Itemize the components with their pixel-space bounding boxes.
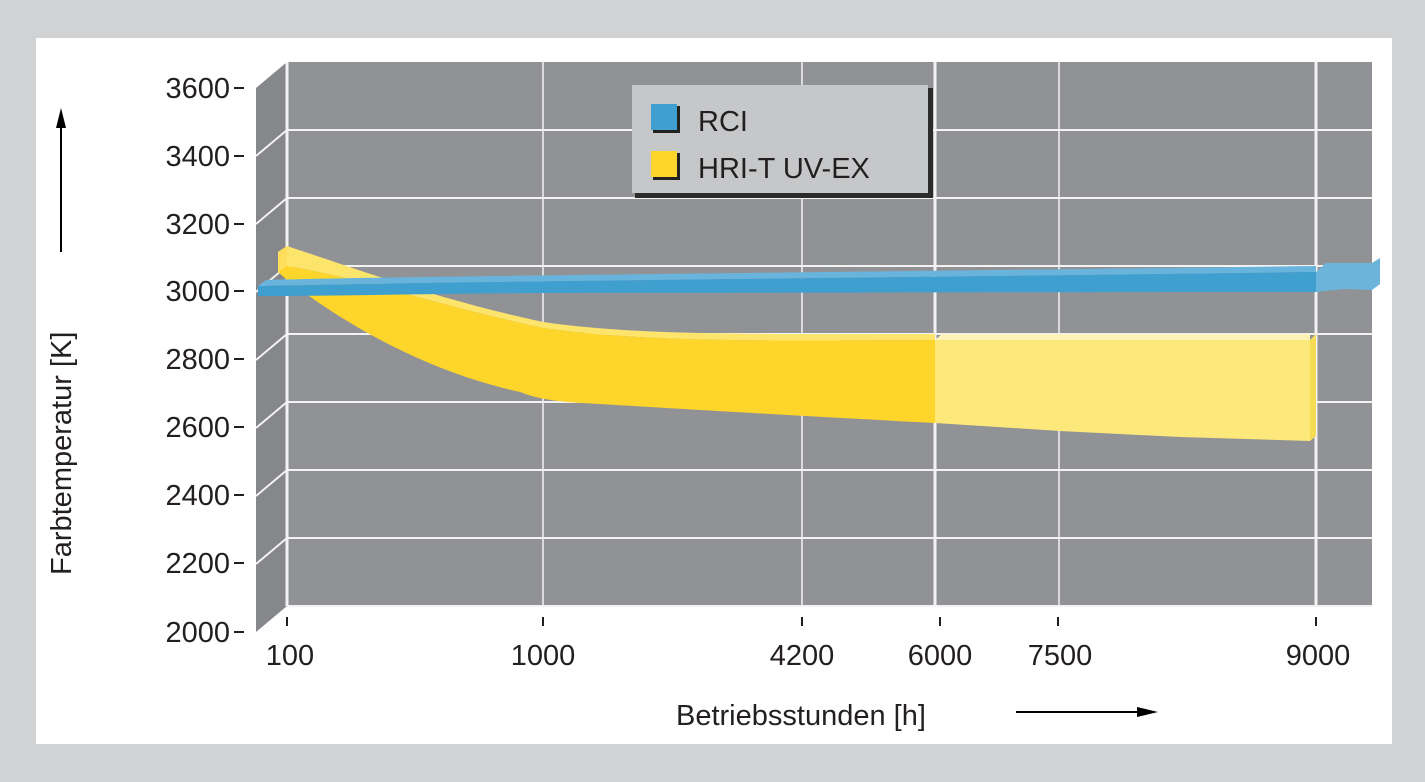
y-tick-label: 2400 [165, 480, 230, 512]
x-tick-label: 9000 [1286, 640, 1351, 672]
series-rci [258, 258, 1380, 296]
y-tick-label: 3200 [165, 209, 230, 241]
legend-label-rci: RCI [698, 106, 748, 138]
y-tick-marks [234, 87, 244, 633]
legend: RCI HRI-T UV-EX [632, 85, 933, 198]
legend-item-rci: RCI [651, 104, 748, 138]
x-axis: 100 1000 4200 6000 7500 9000 [266, 617, 1350, 672]
y-axis-title-group: Farbtemperatur [K] [46, 108, 78, 575]
x-tick-label: 100 [266, 640, 314, 672]
x-tick-label: 4200 [770, 640, 835, 672]
x-tick-label: 7500 [1028, 640, 1093, 672]
y-axis: 3600 3400 3200 3000 2800 2600 2400 2200 … [165, 73, 244, 649]
series-hri-t-uv-ex [278, 246, 1316, 441]
x-tick-label: 6000 [908, 640, 973, 672]
y-tick-label: 3400 [165, 141, 230, 173]
x-tick-label: 1000 [511, 640, 576, 672]
legend-label-hri-t-uv-ex: HRI-T UV-EX [698, 153, 870, 185]
y-axis-title: Farbtemperatur [K] [46, 332, 78, 575]
x-axis-title: Betriebsstunden [h] [676, 700, 926, 732]
y-tick-label: 2200 [165, 548, 230, 580]
x-axis-arrow-icon [1137, 707, 1158, 717]
y-tick-label: 3600 [165, 73, 230, 105]
x-axis-title-group: Betriebsstunden [h] [676, 700, 1158, 732]
y-tick-label: 2800 [165, 344, 230, 376]
y-tick-label: 2000 [165, 617, 230, 649]
y-tick-label: 2600 [165, 412, 230, 444]
y-tick-label: 3000 [165, 276, 230, 308]
y-axis-arrow-icon [56, 108, 66, 128]
legend-item-hri-t-uv-ex: HRI-T UV-EX [651, 151, 870, 185]
